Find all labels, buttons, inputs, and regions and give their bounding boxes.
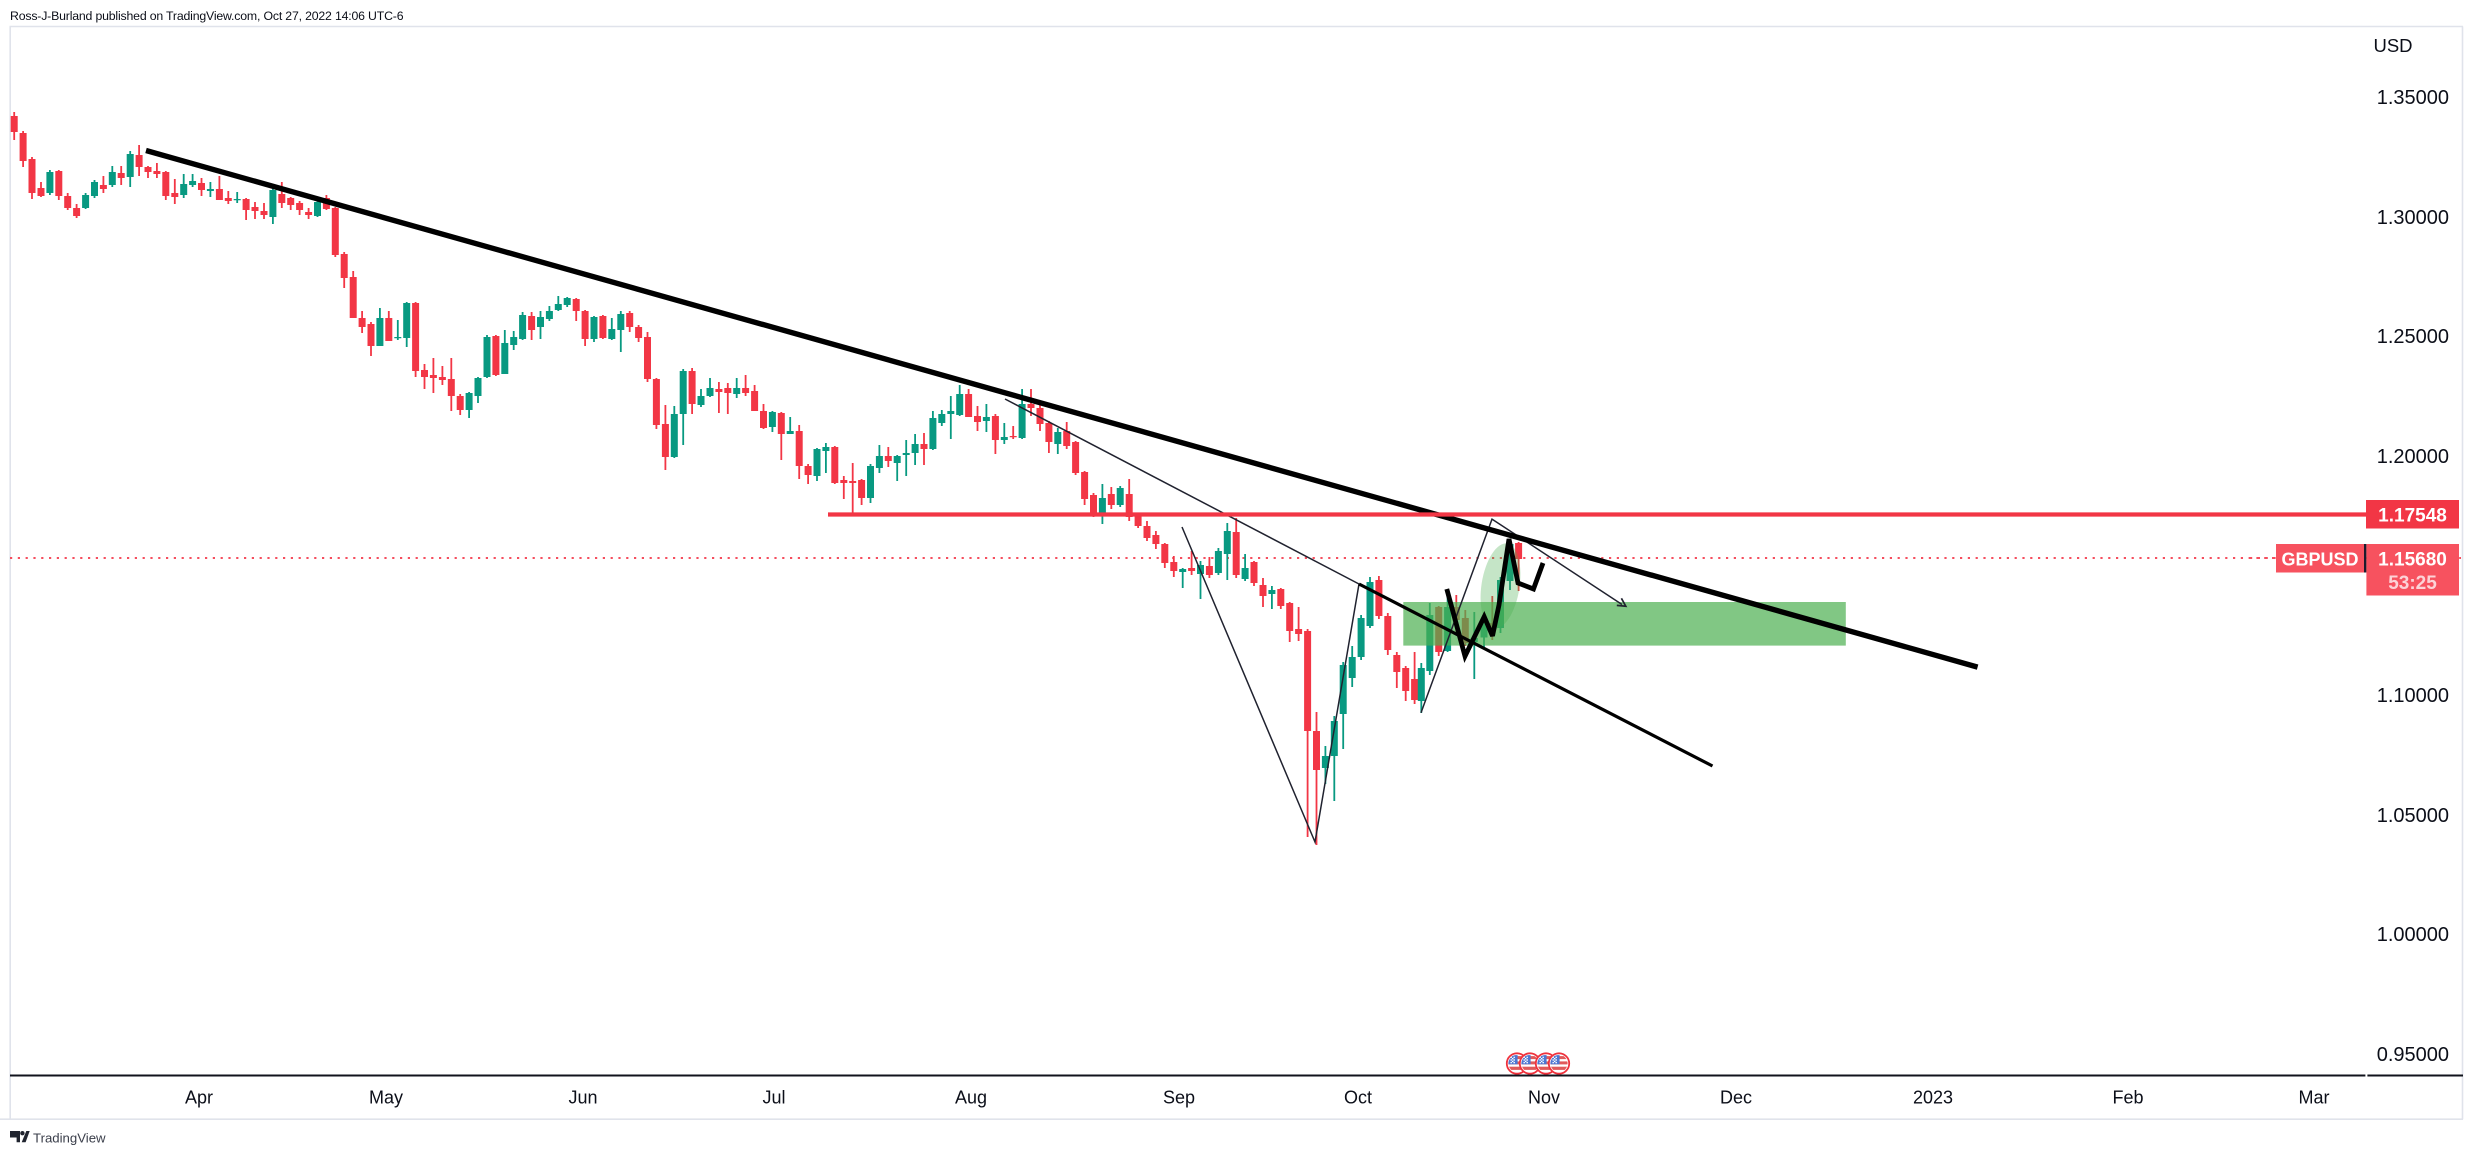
svg-text:1.15680: 1.15680 (2378, 550, 2447, 571)
svg-text:Aug: Aug (955, 1088, 987, 1108)
svg-text:1.00000: 1.00000 (2377, 924, 2449, 946)
svg-text:Feb: Feb (2112, 1088, 2143, 1108)
svg-text:53:25: 53:25 (2388, 573, 2437, 594)
svg-text:TradingView: TradingView (33, 1131, 106, 1146)
svg-text:GBPUSD: GBPUSD (2281, 550, 2358, 570)
svg-text:2023: 2023 (1913, 1088, 1953, 1108)
svg-text:1.10000: 1.10000 (2377, 685, 2449, 707)
svg-text:Oct: Oct (1344, 1088, 1372, 1108)
svg-text:Sep: Sep (1163, 1088, 1195, 1108)
svg-text:Ross-J-Burland published on Tr: Ross-J-Burland published on TradingView.… (10, 9, 404, 23)
svg-text:1.35000: 1.35000 (2377, 87, 2449, 109)
svg-text:0.95000: 0.95000 (2377, 1044, 2449, 1066)
svg-text:1.20000: 1.20000 (2377, 446, 2449, 468)
svg-text:1.05000: 1.05000 (2377, 805, 2449, 827)
svg-text:1.30000: 1.30000 (2377, 207, 2449, 229)
svg-text:Dec: Dec (1720, 1088, 1752, 1108)
svg-text:USD: USD (2373, 35, 2412, 56)
svg-text:Jun: Jun (568, 1088, 597, 1108)
svg-text:1.17548: 1.17548 (2378, 506, 2447, 527)
svg-text:Apr: Apr (185, 1088, 213, 1108)
svg-text:1.25000: 1.25000 (2377, 326, 2449, 348)
svg-text:May: May (369, 1088, 403, 1108)
svg-text:Mar: Mar (2299, 1088, 2330, 1108)
svg-text:Jul: Jul (762, 1088, 785, 1108)
svg-text:Nov: Nov (1528, 1088, 1560, 1108)
